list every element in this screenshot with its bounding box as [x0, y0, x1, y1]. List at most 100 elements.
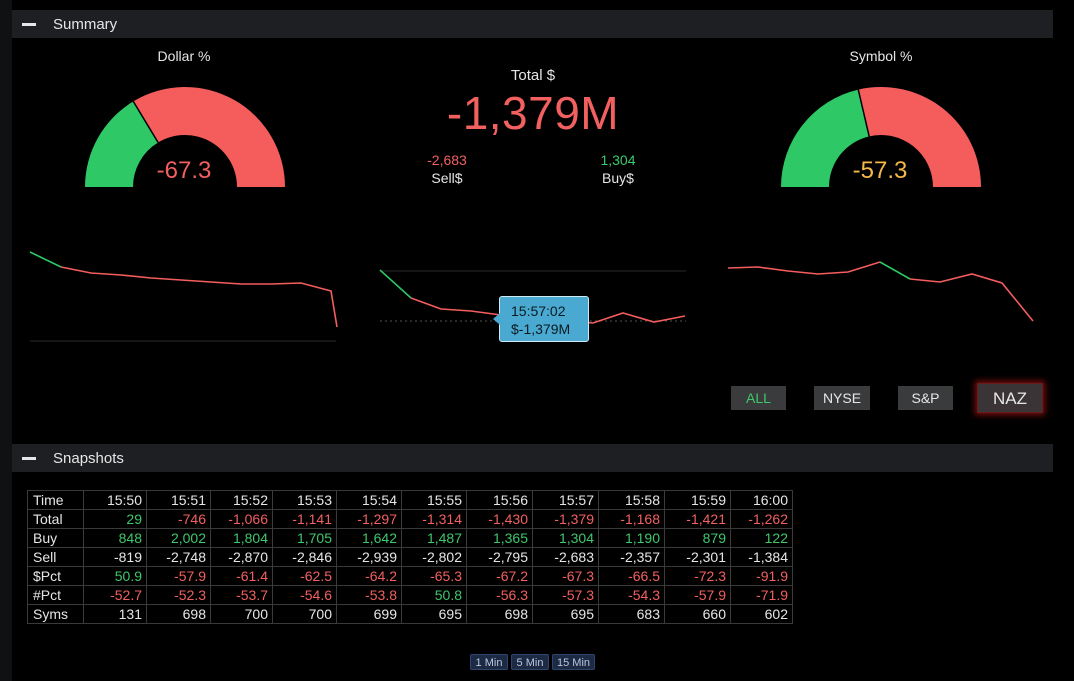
table-cell: -1,379	[532, 509, 599, 529]
dollar-gauge-value: -67.3	[156, 157, 212, 184]
buy-value: 1,304	[600, 152, 636, 168]
table-cell: -72.3	[664, 566, 731, 586]
table-cell: 50.8	[401, 585, 467, 605]
table-cell: -52.3	[146, 585, 211, 605]
table-cell: 698	[146, 604, 211, 624]
table-header-cell: 15:54	[336, 490, 402, 510]
table-cell: -1,066	[210, 509, 273, 529]
sparkline-down-segment	[60, 266, 338, 328]
table-cell: 1,365	[466, 528, 533, 548]
snapshots-table: Time 15:50 15:51 15:52 15:53 15:54 15:55 15:56 1…	[27, 490, 793, 624]
table-cell: -2,870	[210, 547, 273, 567]
left-edge	[0, 0, 12, 681]
table-cell: 683	[598, 604, 665, 624]
table-header-cell: 15:50	[83, 490, 147, 510]
table-cell: 1,804	[210, 528, 273, 548]
sparkline-segment-a	[727, 261, 881, 275]
table-cell: -56.3	[466, 585, 533, 605]
table-header-cell: Time	[27, 490, 84, 510]
table-cell: 602	[730, 604, 793, 624]
table-cell: -54.6	[272, 585, 337, 605]
table-cell: -1,168	[598, 509, 665, 529]
table-cell: 1,705	[272, 528, 337, 548]
chart-tooltip: 15:57:02 $-1,379M	[493, 296, 589, 342]
table-header-cell: 15:58	[598, 490, 665, 510]
market-button-naz[interactable]: NAZ	[977, 383, 1043, 413]
interval-1min-button[interactable]: 1 Min	[470, 654, 508, 670]
summary-panel-header: Summary	[12, 10, 1053, 38]
symbol-gauge-positive-arc	[781, 89, 870, 187]
dollar-gauge-positive-arc	[85, 101, 159, 187]
table-row: Syms 131 698 700 700 699 695 698 695 683 660 602	[27, 604, 793, 624]
sparkline-down-segment	[909, 273, 1034, 322]
table-header-cell: 15:57	[532, 490, 599, 510]
table-cell: -67.2	[466, 566, 533, 586]
collapse-summary-icon[interactable]	[22, 22, 36, 26]
market-button-sp[interactable]: S&P	[898, 386, 953, 410]
table-cell: 660	[664, 604, 731, 624]
symbol-gauge-value: -57.3	[852, 157, 908, 184]
table-cell: -1,141	[272, 509, 337, 529]
table-cell: -1,297	[336, 509, 402, 529]
table-cell: -61.4	[210, 566, 273, 586]
table-cell: 879	[664, 528, 731, 548]
snapshots-title: Snapshots	[53, 449, 124, 467]
snapshots-panel-header: Snapshots	[12, 444, 1053, 472]
symbol-gauge-title: Symbol %	[849, 48, 913, 64]
table-cell: -57.9	[664, 585, 731, 605]
dollar-gauge-divider	[132, 101, 159, 143]
table-cell: -53.7	[210, 585, 273, 605]
table-cell: -2,748	[146, 547, 211, 567]
table-cell: -57.3	[532, 585, 599, 605]
row-label: Sell	[27, 547, 84, 567]
table-cell: -91.9	[730, 566, 793, 586]
table-header-cell: 15:59	[664, 490, 731, 510]
row-label: #Pct	[27, 585, 84, 605]
sparkline-up-segment	[379, 269, 412, 299]
tooltip-time: 15:57:02	[511, 303, 566, 319]
table-cell: 700	[210, 604, 273, 624]
symbol-gauge	[781, 87, 981, 187]
table-cell: -54.3	[598, 585, 665, 605]
market-button-nyse[interactable]: NYSE	[814, 386, 870, 410]
table-cell: 695	[532, 604, 599, 624]
table-cell: -746	[146, 509, 211, 529]
summary-title: Summary	[53, 15, 118, 33]
table-cell: -65.3	[401, 566, 467, 586]
table-cell: -64.2	[336, 566, 402, 586]
table-row: Total 29 -746 -1,066 -1,141 -1,297 -1,314 -1,43…	[27, 509, 793, 529]
sparkline-up-segment	[879, 261, 911, 280]
collapse-snapshots-icon[interactable]	[22, 456, 36, 460]
table-cell: 1,642	[336, 528, 402, 548]
table-cell: -53.8	[336, 585, 402, 605]
table-cell: -819	[83, 547, 147, 567]
interval-15min-button[interactable]: 15 Min	[552, 654, 595, 670]
table-header-cell: 15:55	[401, 490, 467, 510]
dollar-gauge-title: Dollar %	[157, 48, 211, 64]
table-cell: -2,802	[401, 547, 467, 567]
symbol-gauge-negative-arc	[858, 87, 981, 187]
table-row: Sell -819 -2,748 -2,870 -2,846 -2,939 -2,802 -2…	[27, 547, 793, 567]
table-cell: 1,190	[598, 528, 665, 548]
table-cell: 695	[401, 604, 467, 624]
table-cell: -2,939	[336, 547, 402, 567]
symbol-pct-sparkline	[727, 261, 1034, 322]
table-cell: 50.9	[83, 566, 147, 586]
market-button-all[interactable]: ALL	[731, 386, 786, 410]
table-cell: -1,262	[730, 509, 793, 529]
row-label: Buy	[27, 528, 84, 548]
row-label: Total	[27, 509, 84, 529]
dollar-gauge	[85, 87, 285, 187]
table-cell: 700	[272, 604, 337, 624]
table-cell: 848	[83, 528, 147, 548]
table-cell: 698	[466, 604, 533, 624]
dollar-pct-sparkline	[29, 251, 338, 342]
table-cell: -1,384	[730, 547, 793, 567]
total-value: -1,379M	[446, 87, 620, 139]
table-cell: -62.5	[272, 566, 337, 586]
table-cell: -1,314	[401, 509, 467, 529]
table-cell: 2,002	[146, 528, 211, 548]
table-header-cell: 16:00	[730, 490, 793, 510]
interval-5min-button[interactable]: 5 Min	[511, 654, 549, 670]
table-cell: 699	[336, 604, 402, 624]
